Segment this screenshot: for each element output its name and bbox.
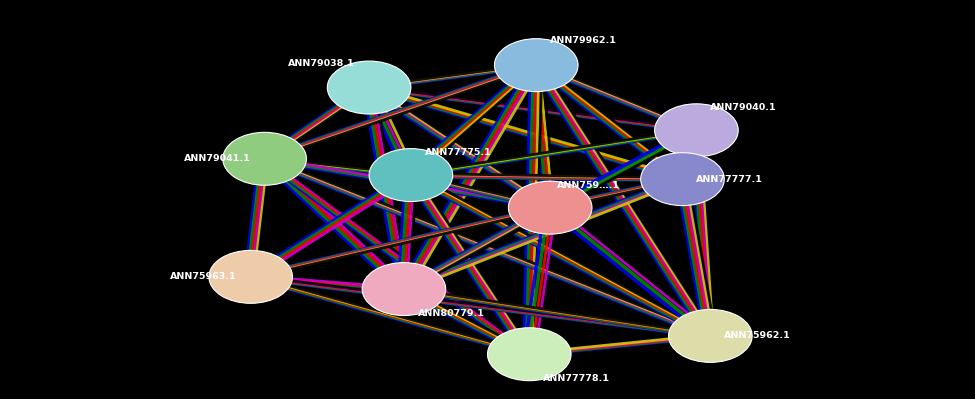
- Text: ANN77777.1: ANN77777.1: [696, 175, 763, 184]
- Ellipse shape: [508, 181, 592, 234]
- Text: ANN80779.1: ANN80779.1: [418, 309, 485, 318]
- Ellipse shape: [362, 263, 446, 316]
- Ellipse shape: [669, 310, 752, 362]
- Ellipse shape: [370, 148, 452, 201]
- Text: ANN79962.1: ANN79962.1: [550, 36, 617, 45]
- Text: ANN77778.1: ANN77778.1: [543, 374, 610, 383]
- Ellipse shape: [223, 132, 306, 185]
- Text: ANN79041.1: ANN79041.1: [184, 154, 251, 163]
- Text: ANN77775.1: ANN77775.1: [425, 148, 491, 157]
- Text: ANN79038.1: ANN79038.1: [289, 59, 355, 67]
- Ellipse shape: [654, 104, 738, 157]
- Ellipse shape: [494, 39, 578, 92]
- Text: ANN79040.1: ANN79040.1: [711, 103, 777, 113]
- Text: ANN759….1: ANN759….1: [557, 181, 620, 190]
- Ellipse shape: [488, 328, 571, 381]
- Text: ANN75962.1: ANN75962.1: [724, 332, 791, 340]
- Ellipse shape: [641, 153, 724, 205]
- Text: ANN75963.1: ANN75963.1: [171, 273, 237, 281]
- Ellipse shape: [328, 61, 410, 114]
- Ellipse shape: [209, 251, 292, 303]
